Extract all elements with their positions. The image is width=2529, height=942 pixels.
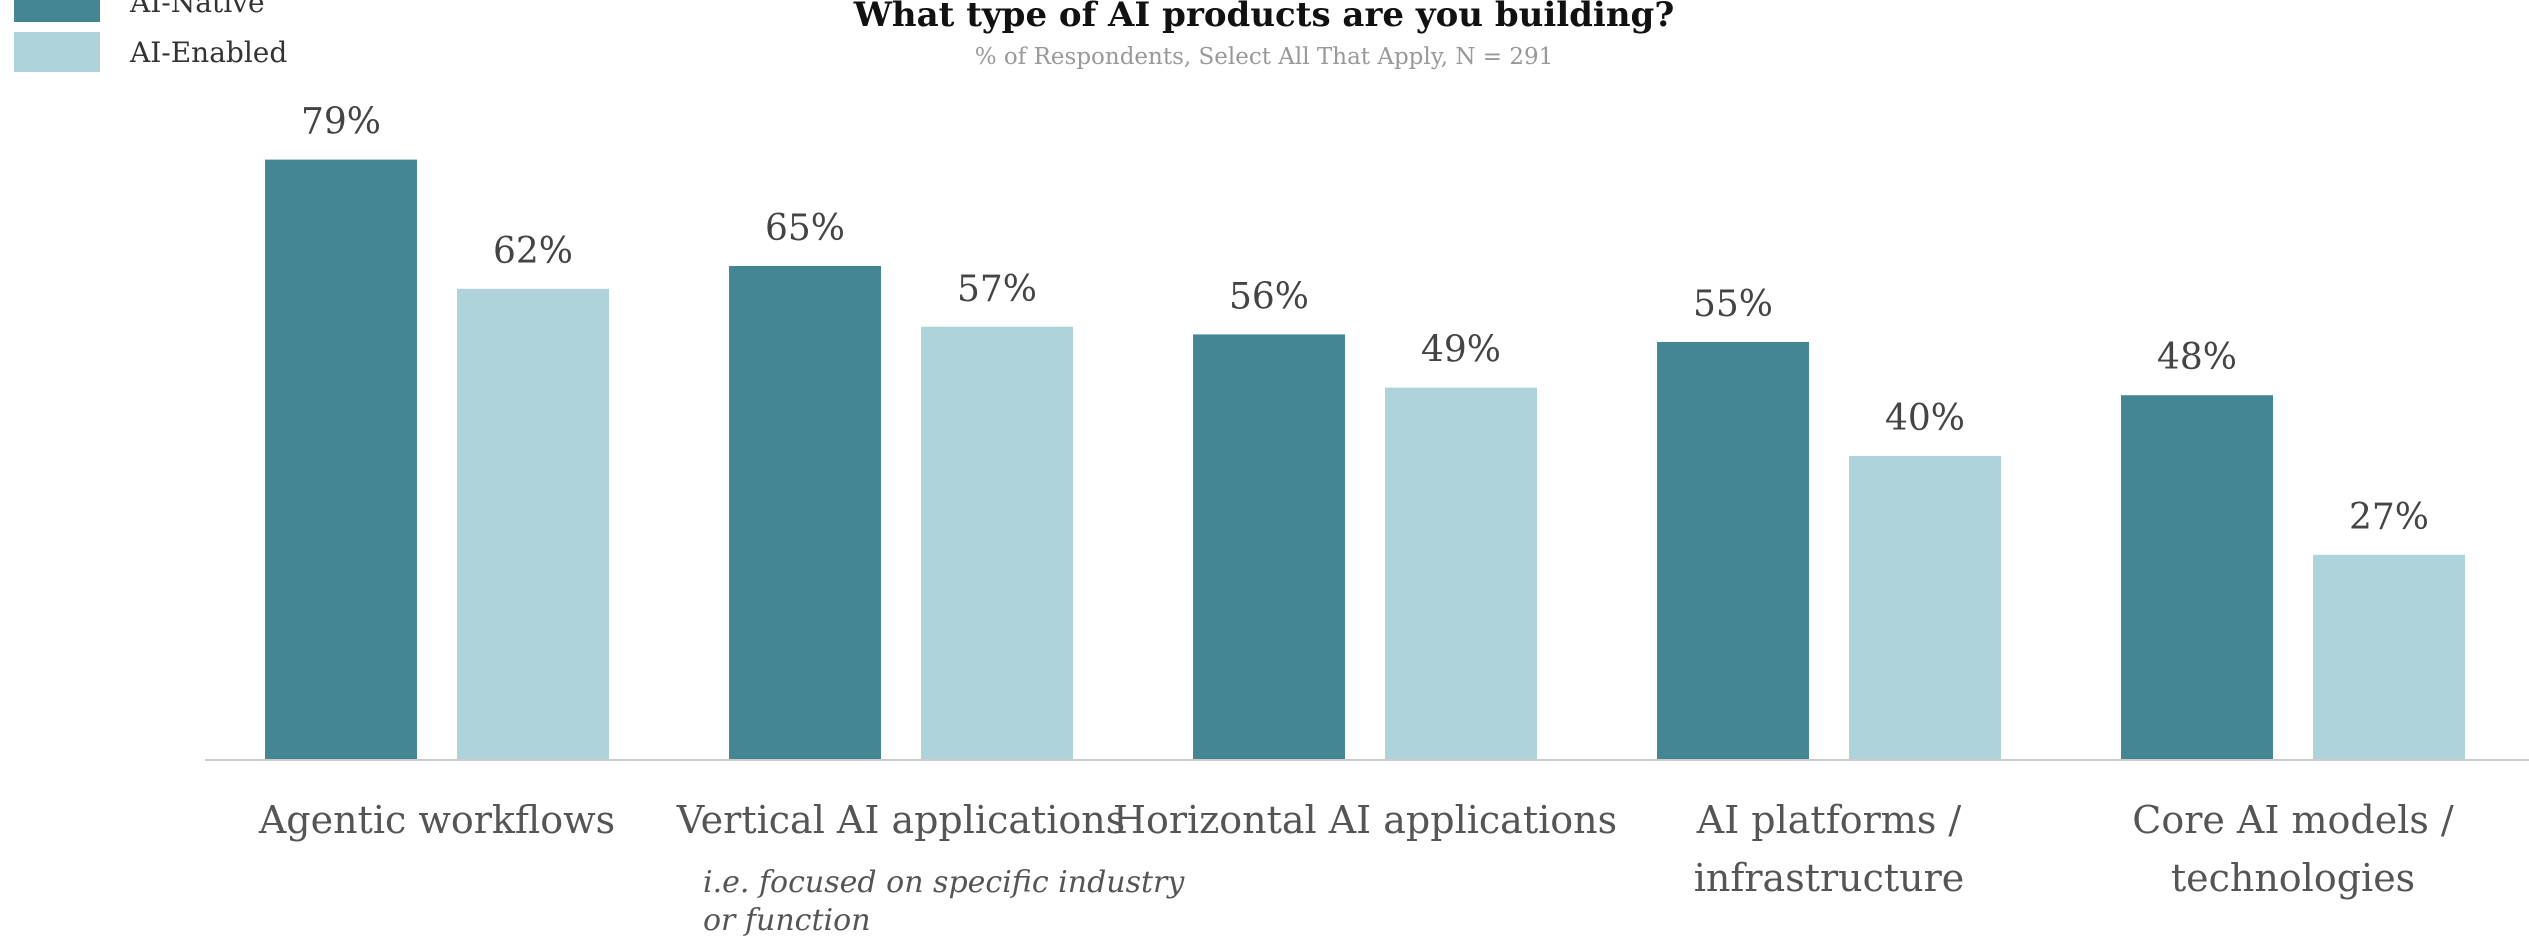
category-label-4-line-1: AI platforms / xyxy=(1696,798,1962,842)
value-label-1-2: 62% xyxy=(493,231,573,272)
bar-1-2 xyxy=(457,288,609,760)
value-label-3-1: 56% xyxy=(1229,276,1309,317)
value-label-4-1: 55% xyxy=(1693,284,1773,325)
category-label-2: Vertical AI applications xyxy=(676,798,1126,842)
legend-label-1: AI-Native xyxy=(129,0,265,19)
value-label-5-2: 27% xyxy=(2349,497,2429,538)
bar-2-1 xyxy=(729,266,881,760)
bar-4-1 xyxy=(1657,342,1809,760)
value-labels-group: 79% 62% 65% 57% 56% 49% 55% 40% 48% 27% xyxy=(301,102,2429,538)
legend-swatch-1 xyxy=(14,0,100,22)
legend: AI-Native AI-Enabled xyxy=(14,0,287,72)
legend-swatch-2 xyxy=(14,32,100,72)
category-label-3: Horizontal AI applications xyxy=(1113,798,1617,842)
value-label-2-1: 65% xyxy=(765,208,845,249)
value-label-1-1: 79% xyxy=(301,102,381,143)
value-label-5-1: 48% xyxy=(2157,337,2237,378)
bar-4-2 xyxy=(1849,456,2001,760)
value-label-2-2: 57% xyxy=(957,269,1037,310)
bar-3-2 xyxy=(1385,387,1537,760)
value-label-4-2: 40% xyxy=(1885,398,1965,439)
category-note-2-line-1: i.e. focused on specific industry xyxy=(703,865,1185,900)
bar-2-2 xyxy=(921,326,1073,760)
bar-3-1 xyxy=(1193,334,1345,760)
bar-5-1 xyxy=(2121,395,2273,760)
bars-group xyxy=(265,159,2465,761)
category-label-5-line-2: technologies xyxy=(2171,856,2415,900)
chart-title: What type of AI products are you buildin… xyxy=(853,0,1675,35)
category-note-2-line-2: or function xyxy=(703,903,871,938)
category-label-5-line-1: Core AI models / xyxy=(2132,798,2454,842)
chart-subtitle: % of Respondents, Select All That Apply,… xyxy=(975,44,1553,70)
bar-1-1 xyxy=(265,159,417,761)
category-label-1: Agentic workflows xyxy=(258,798,615,842)
category-label-4-line-2: infrastructure xyxy=(1694,856,1965,900)
bar-5-2 xyxy=(2313,554,2465,760)
legend-label-2: AI-Enabled xyxy=(129,36,287,69)
value-label-3-2: 49% xyxy=(1421,330,1501,371)
category-labels-group: Agentic workflows Vertical AI application… xyxy=(258,798,2454,938)
